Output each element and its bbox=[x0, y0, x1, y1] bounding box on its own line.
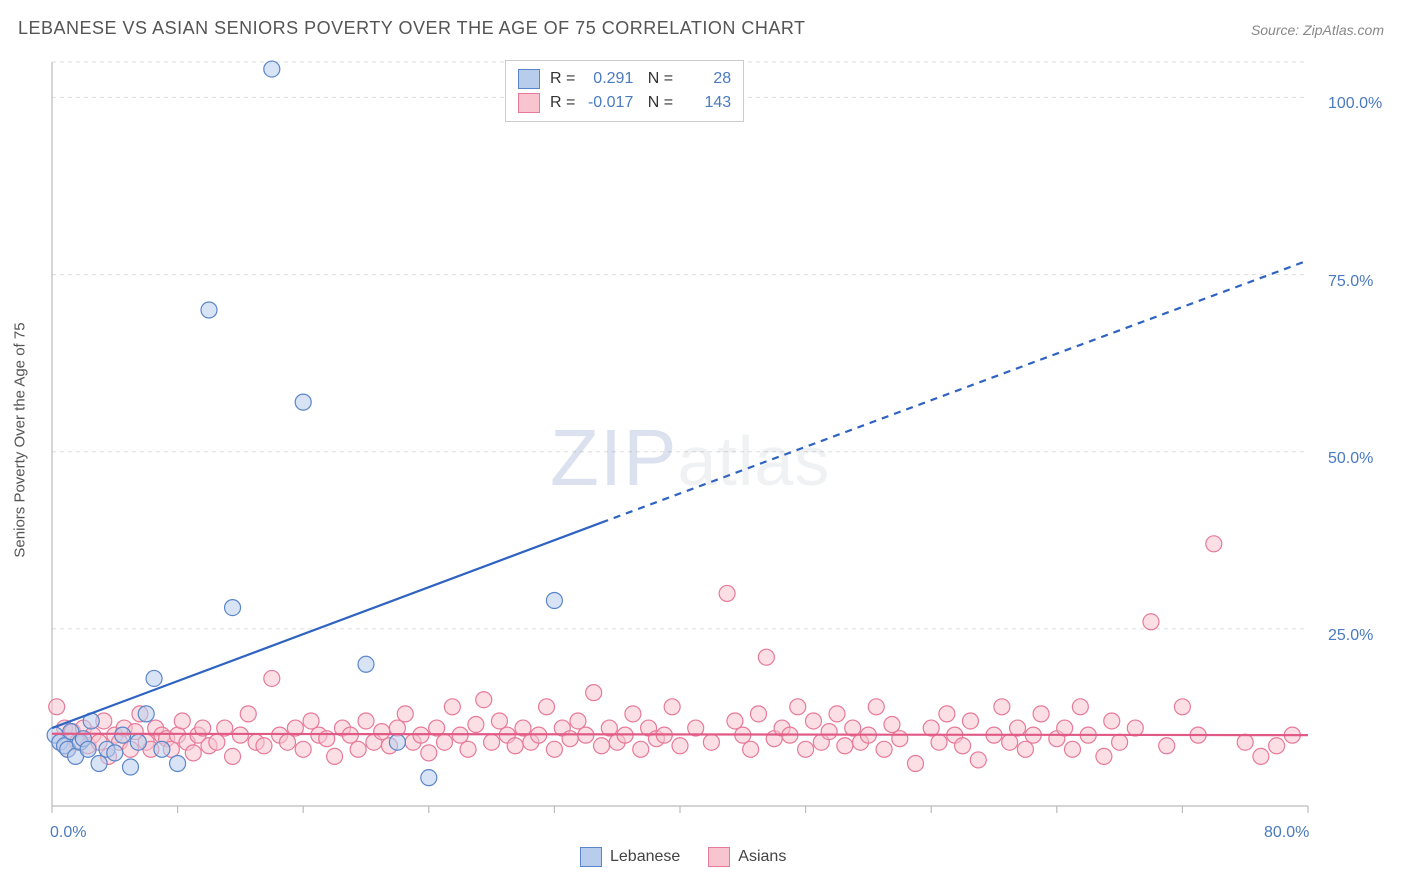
series-legend: Lebanese Asians bbox=[580, 847, 786, 867]
stat-n-label: N = bbox=[643, 67, 673, 91]
x-tick-label: 80.0% bbox=[1264, 824, 1309, 842]
stat-r-value: -0.017 bbox=[585, 91, 633, 115]
y-tick-label: 100.0% bbox=[1328, 95, 1382, 113]
legend-item-lebanese: Lebanese bbox=[580, 847, 680, 867]
stat-r-label: R = bbox=[550, 67, 575, 91]
legend-label: Asians bbox=[738, 848, 786, 865]
stat-r-value: 0.291 bbox=[585, 67, 633, 91]
x-tick-label: 0.0% bbox=[50, 824, 86, 842]
swatch-asians bbox=[518, 93, 540, 113]
stat-n-label: N = bbox=[643, 91, 673, 115]
chart-title: LEBANESE VS ASIAN SENIORS POVERTY OVER T… bbox=[18, 18, 806, 39]
stats-row-asians: R = -0.017 N = 143 bbox=[518, 91, 731, 115]
stat-n-value: 28 bbox=[683, 67, 731, 91]
swatch-lebanese bbox=[580, 847, 602, 867]
swatch-asians bbox=[708, 847, 730, 867]
stats-row-lebanese: R = 0.291 N = 28 bbox=[518, 67, 731, 91]
plot-area: ZIPatlas bbox=[46, 60, 1326, 830]
y-tick-label: 25.0% bbox=[1328, 627, 1373, 645]
swatch-lebanese bbox=[518, 69, 540, 89]
y-tick-label: 50.0% bbox=[1328, 450, 1373, 468]
y-axis-title: Seniors Poverty Over the Age of 75 bbox=[12, 322, 29, 557]
stat-r-label: R = bbox=[550, 91, 575, 115]
stats-legend: R = 0.291 N = 28 R = -0.017 N = 143 bbox=[505, 60, 744, 122]
y-tick-label: 75.0% bbox=[1328, 273, 1373, 291]
source-attribution: Source: ZipAtlas.com bbox=[1251, 22, 1384, 38]
stat-n-value: 143 bbox=[683, 91, 731, 115]
scatter-chart bbox=[46, 60, 1326, 830]
legend-label: Lebanese bbox=[610, 848, 680, 865]
legend-item-asians: Asians bbox=[708, 847, 786, 867]
